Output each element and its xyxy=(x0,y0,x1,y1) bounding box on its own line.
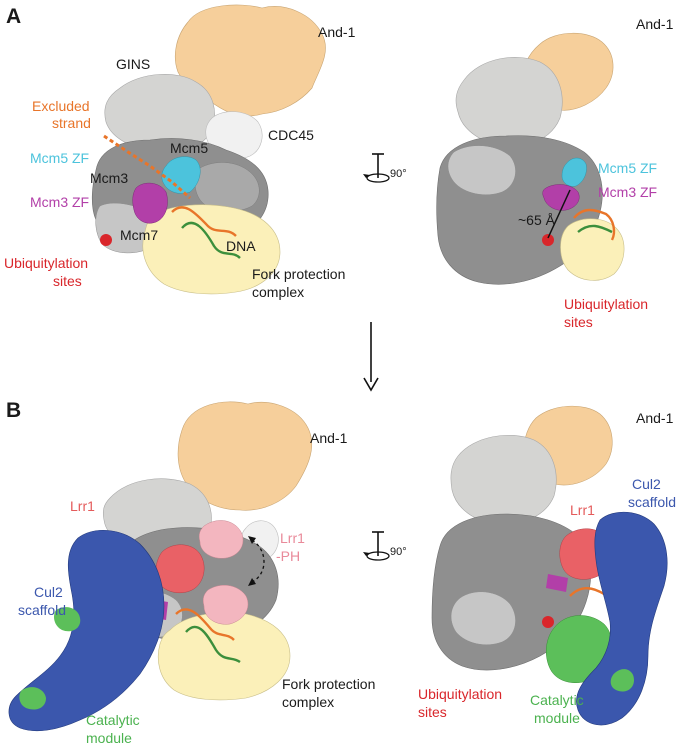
mcm-light-right xyxy=(447,145,516,195)
panel-b-right-structure xyxy=(431,405,668,726)
panel-letter-a: A xyxy=(6,5,22,28)
mcm5-zf-left xyxy=(161,156,201,194)
fpc-blob-left xyxy=(142,204,281,295)
label-excluded-strand-2: strand xyxy=(52,115,91,131)
label-ubiq-b-right-1: Ubiquitylation xyxy=(418,686,503,702)
panel-b-left-structure xyxy=(8,401,312,732)
label-ubiq-a-left-2: sites xyxy=(53,273,82,289)
mcm3-zf-left xyxy=(132,182,168,224)
label-catalytic-b-right-2: module xyxy=(534,710,580,726)
mcm3-zf-b-right xyxy=(546,574,568,592)
lrr1-ph-blob-b2 xyxy=(202,584,249,625)
dna-strand-green-right xyxy=(577,224,613,234)
lrr1-ph-move-arrow xyxy=(251,539,265,583)
label-mcm5-zf-a-right: Mcm5 ZF xyxy=(598,160,658,176)
label-lrr1ph-1: Lrr1 xyxy=(280,530,305,546)
panel-a-left-structure xyxy=(91,4,326,295)
distance-line xyxy=(547,189,571,239)
label-mcm5-zf-a-left: Mcm5 ZF xyxy=(30,150,90,166)
label-mcm3-zf-a-left: Mcm3 ZF xyxy=(30,194,90,210)
mcm-mid-segment xyxy=(194,162,260,212)
label-cul2-b-left-2: scaffold xyxy=(18,602,66,618)
label-mcm3-zf-a-right: Mcm3 ZF xyxy=(598,184,658,200)
ubiquitylation-site-right xyxy=(542,234,554,246)
gins-blob-right xyxy=(455,57,563,147)
label-fpc-b-2: complex xyxy=(282,694,335,710)
mcm5-zf-right xyxy=(561,157,587,187)
label-ubiq-a-right-1: Ubiquitylation xyxy=(564,296,649,312)
rotation-icon-a xyxy=(363,153,390,183)
label-lrr1-b-left: Lrr1 xyxy=(70,498,95,514)
label-and1-a-left: And-1 xyxy=(318,24,356,40)
label-and1-b-left: And-1 xyxy=(310,430,348,446)
lrr1-ph-blob-b xyxy=(198,520,244,559)
label-distance: ~65 Å xyxy=(518,212,555,228)
label-catalytic-b-right-1: Catalytic xyxy=(530,692,584,708)
catalytic-module-b-1 xyxy=(54,607,81,632)
label-fpc-a-2: complex xyxy=(252,284,305,300)
gins-blob-b-right xyxy=(450,434,557,525)
label-fpc-a-1: Fork protection xyxy=(252,266,346,282)
label-rotation-a: 90° xyxy=(390,168,407,180)
label-ubiq-a-right-2: sites xyxy=(564,314,593,330)
label-cul2-b-right-2: scaffold xyxy=(628,494,676,510)
label-excluded-strand-1: Excluded xyxy=(32,98,90,114)
mcm-light-b-right xyxy=(450,591,516,645)
ubiquitylation-site-b-right xyxy=(542,616,554,628)
label-lrr1-b-right: Lrr1 xyxy=(570,502,595,518)
label-cul2-b-right-1: Cul2 xyxy=(632,476,661,492)
fpc-blob-right xyxy=(560,218,625,281)
label-ubiq-a-left-1: Ubiquitylation xyxy=(4,255,89,271)
label-mcm5: Mcm5 xyxy=(170,140,209,156)
ubiquitylation-site-left xyxy=(100,234,112,246)
label-lrr1ph-2: -PH xyxy=(276,548,301,564)
dna-strand-orange xyxy=(171,206,237,237)
label-dna: DNA xyxy=(226,238,256,254)
dna-strand-green xyxy=(181,221,241,259)
dna-strand-orange-right xyxy=(573,208,616,241)
label-mcm3: Mcm3 xyxy=(90,170,129,186)
label-and1-a-right: And-1 xyxy=(636,16,674,32)
label-mcm7: Mcm7 xyxy=(120,227,159,243)
label-ubiq-b-right-2: sites xyxy=(418,704,447,720)
dna-green-b xyxy=(185,625,241,664)
transition-arrow xyxy=(363,322,379,392)
label-and1-b-right: And-1 xyxy=(636,410,674,426)
label-cdc45: CDC45 xyxy=(268,127,314,143)
catalytic-module-b-right-2 xyxy=(610,669,634,692)
label-fpc-b-1: Fork protection xyxy=(282,676,376,692)
panel-letter-b: B xyxy=(6,399,22,422)
catalytic-module-b-2 xyxy=(19,687,46,710)
panel-a-right-structure xyxy=(436,32,625,285)
label-cul2-b-left-1: Cul2 xyxy=(34,584,63,600)
label-gins: GINS xyxy=(116,56,151,72)
lrr1-blob-b xyxy=(155,544,205,593)
label-catalytic-b-left-2: module xyxy=(86,730,132,746)
rotation-icon-b xyxy=(363,531,390,561)
label-rotation-b: 90° xyxy=(390,546,407,558)
cul2-scaffold-b-right xyxy=(576,511,668,726)
label-catalytic-b-left-1: Catalytic xyxy=(86,712,140,728)
dna-orange-b xyxy=(175,608,235,641)
